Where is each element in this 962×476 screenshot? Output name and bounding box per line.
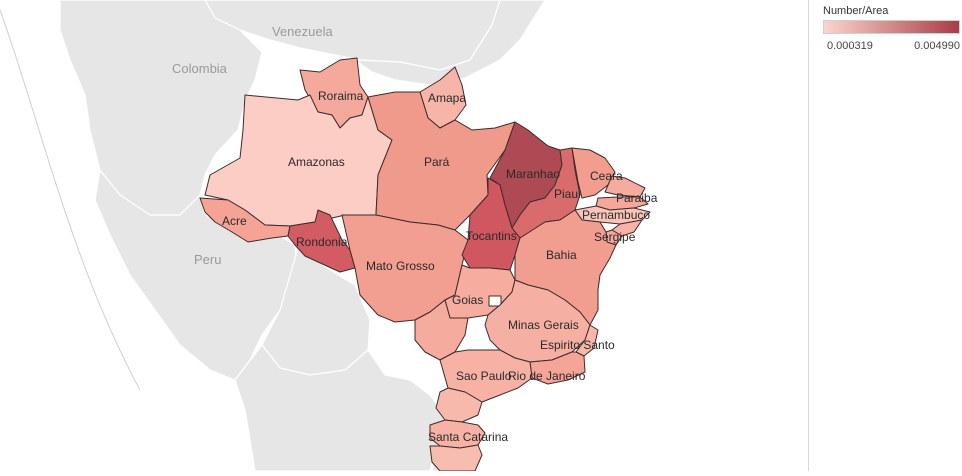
state-label: Ceara	[590, 169, 623, 183]
state-label: Maranhao	[506, 167, 560, 181]
state-label: Rondonia	[296, 235, 348, 249]
legend-title: Number/Area	[823, 5, 888, 17]
color-legend: Number/Area 0.000319 0.004990	[815, 0, 962, 70]
state-label: Acre	[222, 214, 247, 228]
state-label: Pará	[424, 155, 450, 169]
state-distrito-federal[interactable]	[489, 296, 501, 306]
legend-min-label: 0.000319	[827, 40, 873, 52]
state-label: Sergipe	[594, 230, 636, 244]
state-rio-grande-do-sul[interactable]	[430, 445, 482, 471]
brazil-map[interactable]: Venezuela Colombia Peru Roraima Amapa Am…	[0, 0, 808, 471]
legend-gradient-bar	[823, 20, 960, 34]
state-label: Santa Catarina	[428, 430, 508, 444]
map-canvas[interactable]: Venezuela Colombia Peru Roraima Amapa Am…	[0, 0, 808, 471]
panel-divider	[808, 0, 809, 471]
state-label: Paraiba	[616, 191, 658, 205]
state-label: Espirito Santo	[540, 338, 615, 352]
state-label: Minas Gerais	[508, 318, 579, 332]
state-label: Amapa	[428, 91, 466, 105]
country-label: Peru	[194, 252, 221, 267]
state-label: Piaui	[554, 187, 581, 201]
state-label: Roraima	[318, 89, 364, 103]
state-label: Sao Paulo	[456, 369, 512, 383]
state-label: Goias	[452, 293, 483, 307]
country-label: Colombia	[172, 61, 228, 76]
country-label: Venezuela	[272, 24, 333, 39]
state-label: Pernambuco	[582, 208, 650, 222]
state-label: Mato Grosso	[366, 259, 435, 273]
state-label: Rio de Janeiro	[508, 369, 586, 383]
state-label: Bahia	[546, 248, 577, 262]
state-label: Tocantins	[466, 229, 517, 243]
state-label: Amazonas	[288, 155, 345, 169]
legend-max-label: 0.004990	[914, 40, 960, 52]
